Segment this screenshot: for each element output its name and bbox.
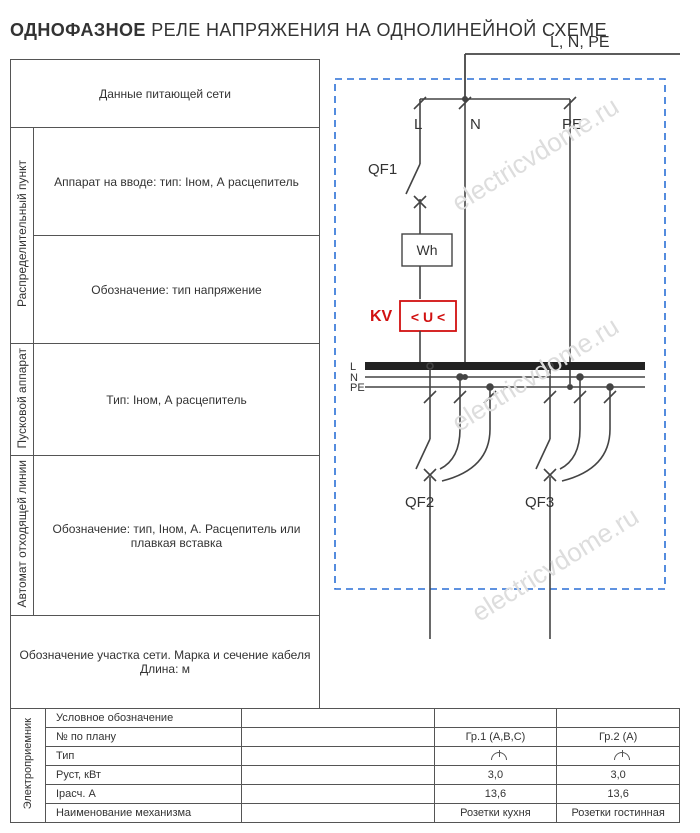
start-cell-0: Тип: Iном, А расцепитель: [34, 344, 320, 456]
svg-text:L: L: [414, 116, 422, 133]
dist-cell-1: Обозначение: тип напряжение: [34, 236, 320, 344]
out-cell-0: Обозначение: тип, Iном, А. Расцепитель и…: [34, 456, 320, 616]
socket-sym: [557, 746, 680, 765]
qf2-label: QF2: [405, 494, 434, 511]
qf1-label: QF1: [368, 161, 397, 178]
main-layout: Данные питающей сети Распределительный п…: [10, 59, 690, 709]
vlabel-dist: Распределительный пункт: [11, 160, 33, 307]
spec-table: Данные питающей сети Распределительный п…: [10, 59, 320, 709]
vlabel-start: Пусковой аппарат: [11, 348, 33, 448]
vlabel-out: Автомат отходящей линии: [11, 460, 33, 608]
vlabel-consumer: Электроприемник: [18, 718, 38, 809]
wh-label: Wh: [417, 242, 438, 258]
title-bold: ОДНОФАЗНОЕ: [10, 20, 146, 40]
kv-label: KV: [370, 308, 393, 325]
dist-cell-0: Аппарат на вводе: тип: Iном, А расцепите…: [34, 128, 320, 236]
feed-header: Данные питающей сети: [11, 60, 320, 128]
svg-text:PE: PE: [562, 116, 582, 133]
cable-row: Обозначение участка сети. Марка и сечени…: [11, 615, 320, 708]
load-table: Электроприемник Условное обозначение № п…: [10, 708, 680, 823]
schematic: L, N, PE L N PE QF1: [320, 59, 680, 699]
svg-text:PE: PE: [350, 382, 365, 394]
qf3-label: QF3: [525, 494, 554, 511]
schematic-svg: L, N, PE L N PE QF1: [310, 0, 690, 699]
incoming-label: L, N, PE: [550, 34, 610, 51]
kv-box: < U <: [411, 309, 445, 325]
svg-text:N: N: [470, 116, 481, 133]
panel-outline: [335, 79, 665, 589]
socket-sym: [434, 746, 557, 765]
